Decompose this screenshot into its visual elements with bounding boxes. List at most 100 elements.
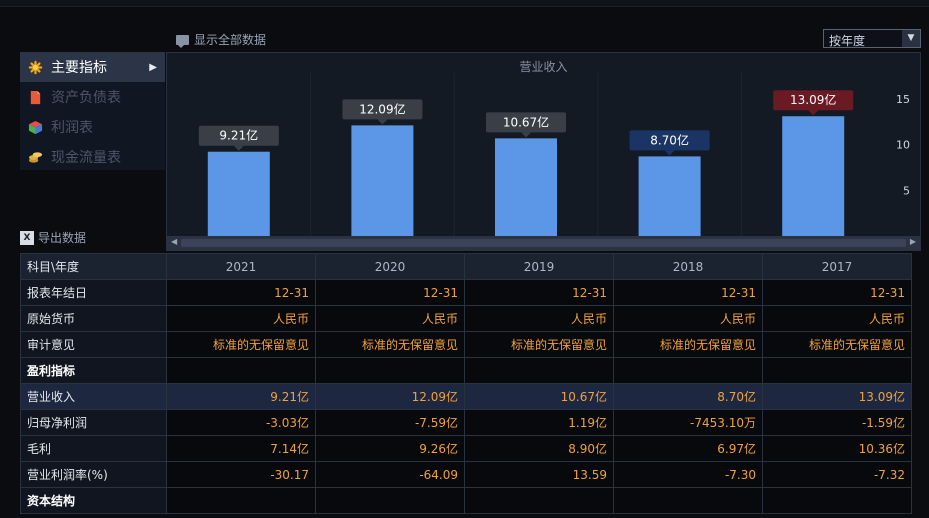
table-cell: [315, 487, 465, 514]
year-header[interactable]: 2017: [762, 253, 912, 280]
table-cell: -7.59亿: [315, 409, 465, 436]
year-header[interactable]: 2018: [613, 253, 763, 280]
table-cell: -64.09: [315, 461, 465, 488]
table-cell: [464, 357, 614, 384]
sidebar-item-balance-sheet[interactable]: 资产负债表: [20, 82, 165, 112]
data-label-2019: 10.67亿: [486, 112, 566, 138]
table-cell: 8.70亿: [613, 383, 763, 410]
export-data-button[interactable]: X 导出数据: [20, 229, 86, 246]
table-cell: [315, 357, 465, 384]
bar-2017[interactable]: [782, 116, 845, 236]
table-cell: [464, 487, 614, 514]
table-cell: 1.19亿: [464, 409, 614, 436]
sidebar-item-label: 主要指标: [51, 60, 107, 76]
chart-title: 营业收入: [519, 60, 568, 74]
table-cell: 标准的无保留意见: [613, 331, 763, 358]
show-all-data-button[interactable]: 显示全部数据: [176, 31, 266, 48]
table-cell: -7.32: [762, 461, 912, 488]
table-cell: 人民币: [762, 305, 912, 332]
data-label-2017: 13.09亿: [773, 90, 854, 116]
table-cell: 12-31: [762, 279, 912, 306]
year-header[interactable]: 2019: [464, 253, 614, 280]
table-cell: [762, 357, 912, 384]
data-label-2020: 12.09亿: [342, 99, 423, 125]
top-bar: [0, 0, 929, 7]
header-label: 科目\年度: [20, 253, 167, 280]
table-row[interactable]: 营业收入 9.21亿 12.09亿 10.67亿 8.70亿 13.09亿: [20, 383, 912, 410]
asterisk-icon: [28, 60, 43, 74]
bar-2018[interactable]: [638, 156, 701, 236]
table-row[interactable]: 盈利指标: [20, 357, 912, 384]
table-header-row: 科目\年度 2021 2020 2019 2018 2017: [20, 253, 912, 280]
table-row[interactable]: 归母净利润 -3.03亿 -7.59亿 1.19亿 -7453.10万 -1.59亿: [20, 409, 912, 436]
y-tick-label: 15: [896, 93, 910, 106]
table-cell: 8.90亿: [464, 435, 614, 462]
table-cell: 12-31: [315, 279, 465, 306]
coins-icon: [28, 151, 43, 163]
sidebar-item-key-metrics[interactable]: 主要指标 ▶: [20, 52, 165, 82]
table-cell: 标准的无保留意见: [762, 331, 912, 358]
row-label: 营业收入: [20, 383, 167, 410]
year-header[interactable]: 2020: [315, 253, 465, 280]
table-cell: 标准的无保留意见: [315, 331, 465, 358]
row-label: 营业利润率(%): [20, 461, 167, 488]
data-label-text: 8.70亿: [650, 132, 689, 147]
period-select[interactable]: 按年度 ▼: [823, 29, 921, 48]
scroll-track[interactable]: [181, 239, 906, 247]
y-tick-label: 5: [903, 184, 910, 197]
year-header[interactable]: 2021: [166, 253, 316, 280]
chevron-down-icon[interactable]: ▼: [902, 30, 920, 47]
scroll-left-icon[interactable]: ◀: [171, 237, 178, 246]
table-cell: [166, 487, 316, 514]
row-label: 盈利指标: [20, 357, 167, 384]
table-cell: [762, 487, 912, 514]
chart-canvas: 9.21亿 12.09亿 10.67亿 8.70亿 13.09亿 5 10 15: [198, 73, 910, 236]
table-cell: -1.59亿: [762, 409, 912, 436]
show-all-data-label: 显示全部数据: [194, 33, 267, 47]
bar-2021[interactable]: [207, 151, 270, 236]
table-cell: 人民币: [315, 305, 465, 332]
data-label-2018: 8.70亿: [629, 130, 710, 156]
comment-icon: [176, 34, 189, 48]
table-cell: 人民币: [166, 305, 316, 332]
row-label: 审计意见: [20, 331, 167, 358]
sidebar: 主要指标 ▶ 资产负债表 利润表 现金流量表: [20, 52, 165, 170]
chart-scrollbar[interactable]: ◀ ▶: [167, 236, 920, 250]
table-row[interactable]: 原始货币 人民币 人民币 人民币 人民币 人民币: [20, 305, 912, 332]
table-cell: 10.36亿: [762, 435, 912, 462]
table-cell: -3.03亿: [166, 409, 316, 436]
table-cell: 7.14亿: [166, 435, 316, 462]
row-label: 资本结构: [20, 487, 167, 514]
sidebar-item-cash-flow[interactable]: 现金流量表: [20, 142, 165, 172]
table-cell: 9.26亿: [315, 435, 465, 462]
data-label-2021: 9.21亿: [198, 125, 279, 151]
table-cell: 6.97亿: [613, 435, 763, 462]
table-cell: 12-31: [464, 279, 614, 306]
revenue-chart: 营业收入 9.21亿 12.09亿 10.67亿 8.70亿 13.09亿 5 10 15 ◀…: [166, 52, 921, 251]
row-label: 报表年结日: [20, 279, 167, 306]
sidebar-item-label: 现金流量表: [51, 150, 121, 166]
data-label-text: 10.67亿: [503, 114, 549, 129]
sidebar-item-label: 资产负债表: [51, 90, 121, 106]
table-cell: -7.30: [613, 461, 763, 488]
table-row[interactable]: 资本结构: [20, 487, 912, 514]
financial-table: 科目\年度 2021 2020 2019 2018 2017 报表年结日 12-31 12-31…: [20, 253, 912, 514]
bar-2019[interactable]: [495, 138, 557, 236]
table-cell: 12.09亿: [315, 383, 465, 410]
sidebar-item-income-statement[interactable]: 利润表: [20, 112, 165, 142]
table-cell: [166, 357, 316, 384]
table-row[interactable]: 审计意见 标准的无保留意见 标准的无保留意见 标准的无保留意见 标准的无保留意见 标准的无…: [20, 331, 912, 358]
data-label-text: 12.09亿: [359, 101, 405, 116]
table-row[interactable]: 报表年结日 12-31 12-31 12-31 12-31 12-31: [20, 279, 912, 306]
table-cell: 12-31: [613, 279, 763, 306]
table-cell: -7453.10万: [613, 409, 763, 436]
table-cell: 10.67亿: [464, 383, 614, 410]
table-row[interactable]: 营业利润率(%) -30.17 -64.09 13.59 -7.30 -7.32: [20, 461, 912, 488]
export-data-label: 导出数据: [38, 231, 87, 245]
bar-2020[interactable]: [351, 125, 414, 236]
y-tick-label: 10: [896, 139, 910, 152]
scroll-right-icon[interactable]: ▶: [909, 237, 916, 246]
table-row[interactable]: 毛利 7.14亿 9.26亿 8.90亿 6.97亿 10.36亿: [20, 435, 912, 462]
table-cell: [613, 487, 763, 514]
cube-icon: [28, 120, 43, 134]
